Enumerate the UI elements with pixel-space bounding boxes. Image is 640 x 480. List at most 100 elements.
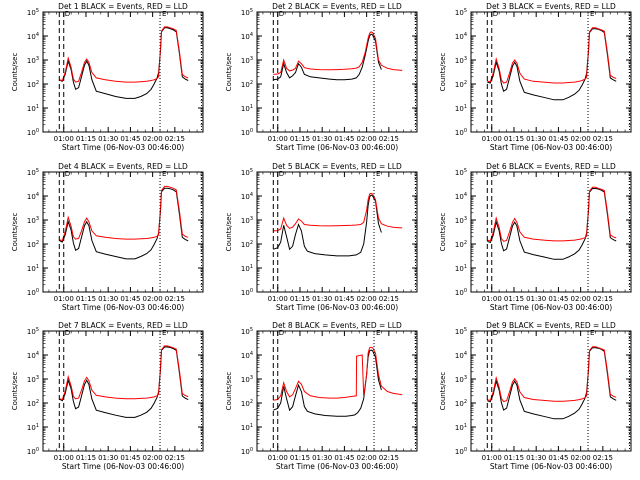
x-axis-title: Start Time (06-Nov-03 00:46:00)	[276, 143, 398, 152]
series-lld-line	[59, 345, 189, 401]
x-axis-title: Start Time (06-Nov-03 00:46:00)	[276, 462, 398, 471]
marker-label-right: E	[376, 329, 380, 337]
y-tick-label: 104	[455, 192, 467, 201]
x-tick-label: 01:45	[334, 454, 354, 462]
y-tick-exponent: 2	[36, 80, 39, 86]
x-tick-label: 01:45	[334, 135, 354, 143]
marker-label-right: E	[590, 170, 594, 178]
marker-label-right: E	[590, 10, 594, 18]
y-tick-label: 102	[241, 80, 253, 89]
x-tick-label: 01:30	[312, 454, 332, 462]
marker-label-left: D	[493, 329, 498, 337]
series-lld-line	[487, 346, 617, 403]
y-tick-label: 102	[27, 399, 39, 408]
x-axis-title: Start Time (06-Nov-03 00:46:00)	[62, 303, 184, 312]
y-tick-exponent: 3	[36, 375, 39, 381]
y-tick-label: 100	[241, 288, 253, 297]
y-tick-label: 104	[241, 351, 253, 360]
x-tick-label: 01:30	[526, 454, 546, 462]
marker-label-left: D	[493, 10, 498, 18]
x-tick-label: 01:45	[548, 135, 568, 143]
plot-frame	[470, 11, 632, 133]
y-tick-exponent: 5	[464, 327, 467, 333]
y-tick-exponent: 4	[464, 192, 467, 198]
x-tick-label: 02:15	[593, 295, 613, 303]
x-tick-label: 01:00	[482, 295, 502, 303]
y-tick-label: 100	[241, 447, 253, 456]
x-axis-title: Start Time (06-Nov-03 00:46:00)	[490, 303, 612, 312]
panel-title: Det 3 BLACK = Events, RED = LLD	[486, 2, 616, 11]
y-tick-exponent: 0	[250, 128, 253, 134]
y-tick-exponent: 3	[464, 216, 467, 222]
y-tick-label: 103	[455, 375, 467, 384]
x-tick-label: 01:15	[76, 295, 96, 303]
y-tick-exponent: 3	[250, 216, 253, 222]
y-tick-label: 105	[241, 8, 253, 17]
y-tick-exponent: 2	[250, 240, 253, 246]
y-tick-label: 101	[455, 423, 467, 432]
y-tick-exponent: 3	[250, 56, 253, 62]
x-tick-label: 02:00	[143, 295, 163, 303]
marker-label-left: D	[65, 10, 70, 18]
x-tick-label: 01:30	[526, 135, 546, 143]
x-tick-label: 02:15	[593, 454, 613, 462]
x-tick-label: 01:45	[334, 295, 354, 303]
y-tick-label: 101	[455, 104, 467, 113]
y-tick-label: 102	[455, 80, 467, 89]
marker-label-left: D	[279, 329, 284, 337]
marker-label-right: E	[376, 170, 380, 178]
x-tick-label: 02:00	[357, 135, 377, 143]
y-tick-exponent: 0	[464, 447, 467, 453]
x-tick-label: 01:00	[268, 295, 288, 303]
y-tick-label: 102	[27, 80, 39, 89]
y-tick-label: 100	[241, 128, 253, 137]
y-axis-title: Counts/sec	[11, 372, 19, 411]
x-tick-label: 01:45	[548, 295, 568, 303]
y-tick-exponent: 4	[250, 32, 253, 38]
x-tick-label: 01:15	[290, 295, 310, 303]
y-tick-label: 102	[241, 240, 253, 249]
x-tick-label: 01:00	[54, 454, 74, 462]
plot-frame	[256, 171, 418, 293]
y-tick-exponent: 3	[36, 56, 39, 62]
x-axis-title: Start Time (06-Nov-03 00:46:00)	[62, 143, 184, 152]
y-tick-exponent: 4	[250, 192, 253, 198]
y-tick-label: 100	[27, 288, 39, 297]
y-tick-exponent: 1	[250, 264, 253, 270]
y-tick-label: 100	[27, 447, 39, 456]
series-lld-line	[487, 27, 617, 84]
y-tick-label: 101	[27, 423, 39, 432]
y-tick-exponent: 2	[464, 399, 467, 405]
series-lld-line	[273, 192, 403, 232]
x-tick-label: 02:15	[379, 135, 399, 143]
y-axis-title: Counts/sec	[11, 213, 19, 252]
panel-title: Det 5 BLACK = Events, RED = LLD	[272, 162, 402, 171]
y-tick-label: 103	[241, 56, 253, 65]
y-tick-label: 101	[241, 264, 253, 273]
series-lld-line	[273, 31, 403, 75]
y-tick-exponent: 0	[36, 128, 39, 134]
y-tick-exponent: 5	[36, 168, 39, 174]
x-axis-title: Start Time (06-Nov-03 00:46:00)	[62, 462, 184, 471]
x-tick-label: 01:15	[504, 135, 524, 143]
y-tick-exponent: 2	[36, 399, 39, 405]
y-tick-label: 101	[27, 264, 39, 273]
y-tick-exponent: 4	[36, 192, 39, 198]
series-lld-line	[59, 26, 189, 83]
y-tick-label: 105	[455, 8, 467, 17]
x-tick-label: 01:15	[290, 454, 310, 462]
x-tick-label: 02:00	[143, 454, 163, 462]
series-events-line	[487, 28, 617, 101]
y-tick-label: 104	[455, 351, 467, 360]
x-tick-label: 01:15	[76, 135, 96, 143]
y-tick-exponent: 2	[250, 80, 253, 86]
x-tick-label: 01:00	[268, 454, 288, 462]
y-tick-exponent: 5	[36, 327, 39, 333]
y-tick-label: 102	[455, 399, 467, 408]
